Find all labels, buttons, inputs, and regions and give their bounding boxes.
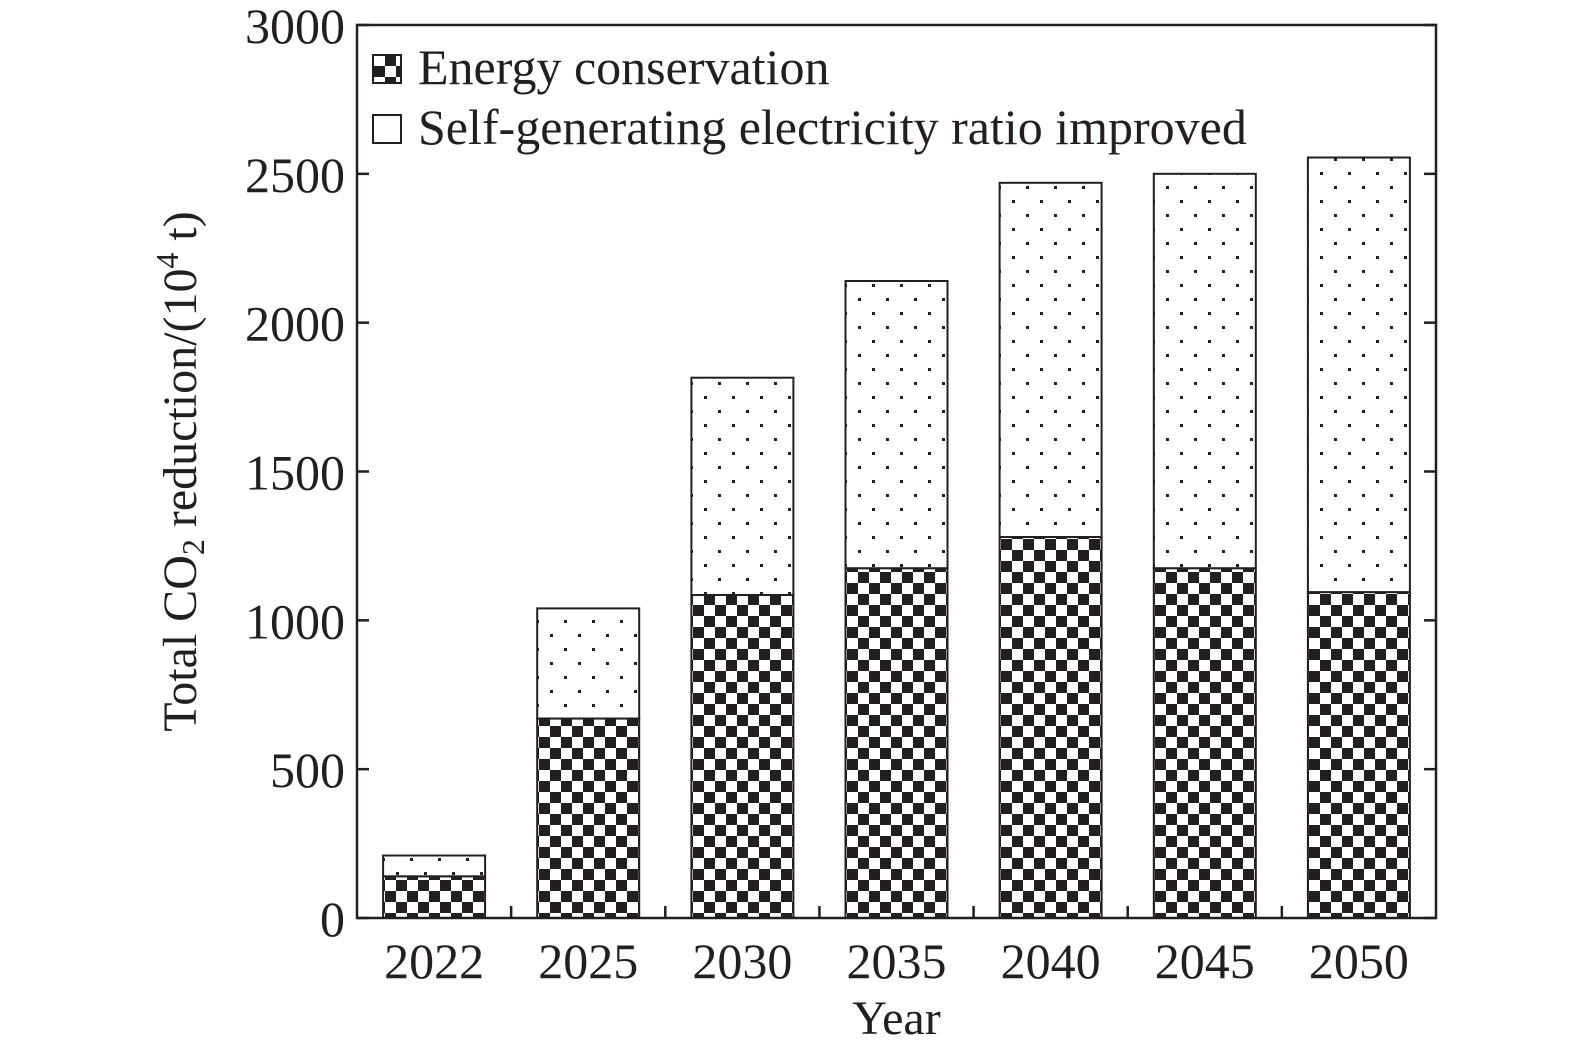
x-tick-label-2035: 2035: [847, 933, 947, 989]
y-axis-title: Total CO2 reduction/(104 t): [149, 211, 211, 732]
y-axis-title-end: t): [154, 211, 207, 252]
y-axis-title-superscript: 4: [149, 253, 185, 269]
legend-label-self-generating-electricity: Self-generating electricity ratio improv…: [418, 99, 1247, 155]
bar-2040-energy-conservation: [998, 536, 1103, 919]
bar-2030-self-generating-electricity-ratio-improved: [690, 376, 795, 597]
x-tick-label-2022: 2022: [384, 933, 484, 989]
x-tick-label-2050: 2050: [1309, 933, 1409, 989]
bar-2025-energy-conservation: [536, 717, 641, 919]
bar-2035-energy-conservation: [844, 567, 949, 919]
y-tick-label-1000: 1000: [245, 593, 345, 649]
y-tick-label-1500: 1500: [245, 445, 345, 501]
bar-2040-self-generating-electricity-ratio-improved: [998, 181, 1103, 539]
y-tick-label-3000: 3000: [245, 0, 345, 54]
legend-swatch-energy-conservation: [372, 54, 402, 84]
legend-label-energy-conservation: Energy conservation: [418, 39, 829, 95]
y-tick-label-2000: 2000: [245, 296, 345, 352]
bar-2030-energy-conservation: [690, 594, 795, 919]
legend: Energy conservation Self-generating elec…: [372, 39, 1247, 155]
x-tick-label-2030: 2030: [692, 933, 792, 989]
bar-2045-self-generating-electricity-ratio-improved: [1152, 172, 1257, 570]
bar-2022-self-generating-electricity-ratio-improved: [382, 854, 487, 878]
bar-2045-energy-conservation: [1152, 567, 1257, 919]
y-axis-ticks: 0 500 1000 1500 2000 2500 3000: [245, 0, 1436, 947]
bar-2050-self-generating-electricity-ratio-improved: [1306, 156, 1411, 594]
y-tick-label-2500: 2500: [245, 147, 345, 203]
bars-group: [382, 156, 1411, 919]
x-axis-title: Year: [852, 992, 940, 1045]
bar-2035-self-generating-electricity-ratio-improved: [844, 280, 949, 570]
x-tick-label-2040: 2040: [1001, 933, 1101, 989]
bar-2025-self-generating-electricity-ratio-improved: [536, 607, 641, 720]
bar-2022-energy-conservation: [382, 875, 487, 919]
y-axis-title-subscript: 2: [175, 539, 211, 555]
bar-2050-energy-conservation: [1306, 591, 1411, 919]
y-axis-title-main: Total CO: [154, 555, 207, 732]
x-tick-label-2045: 2045: [1155, 933, 1255, 989]
legend-swatch-self-generating-electricity: [372, 114, 402, 144]
y-axis-title-mid: reduction/(10: [154, 269, 207, 540]
y-tick-label-500: 500: [270, 742, 345, 798]
x-tick-label-2025: 2025: [538, 933, 638, 989]
x-axis-ticks: 2022 2025 2030 2035 2040 2045 2050: [384, 906, 1409, 989]
y-tick-label-0: 0: [320, 891, 345, 947]
